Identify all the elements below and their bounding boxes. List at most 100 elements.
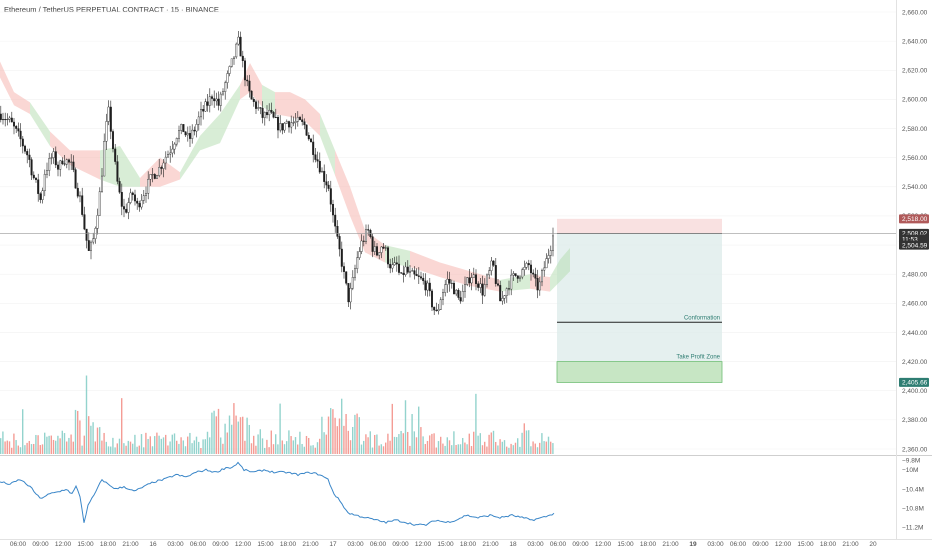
candle-body	[26, 151, 29, 156]
volume-bar	[532, 441, 534, 454]
cloud-segment	[500, 274, 530, 292]
candle-body	[347, 283, 350, 303]
volume-bar	[455, 444, 457, 454]
candle-body	[380, 246, 383, 253]
candle-body	[28, 154, 31, 160]
volume-bar	[481, 445, 484, 454]
volume-bar	[411, 414, 413, 454]
candle-body	[175, 137, 178, 145]
volume-bar	[525, 430, 528, 454]
candle-body	[481, 283, 484, 296]
candle-body	[24, 145, 27, 152]
volume-bar	[356, 413, 358, 454]
volume-bar	[305, 435, 308, 454]
time-tick-label: 09:00	[752, 541, 769, 548]
price-tick-label: 2,380.00	[902, 417, 928, 424]
volume-bar	[497, 445, 499, 454]
volume-bar	[336, 426, 338, 454]
volume-bar	[81, 445, 83, 454]
volume-bar	[264, 447, 266, 454]
volume-bar	[116, 443, 118, 454]
candle-body	[417, 275, 420, 277]
candle-body	[499, 285, 502, 302]
volume-bar	[466, 444, 468, 454]
candle-body	[118, 181, 121, 193]
volume-bar	[96, 427, 99, 454]
price-tick-label: 2,420.00	[902, 359, 928, 366]
time-tick-label: 17	[329, 541, 337, 548]
volume-bar	[182, 440, 184, 454]
candle-body	[243, 60, 246, 81]
volume-bar	[464, 442, 466, 454]
candle-body	[512, 273, 515, 276]
volume-bar	[343, 425, 345, 454]
candle-body	[266, 112, 269, 116]
candle-body	[338, 236, 341, 250]
volume-bar	[398, 434, 400, 454]
candle-body	[387, 247, 390, 265]
candle-body	[525, 263, 528, 268]
candle-body	[105, 121, 108, 142]
volume-bar	[200, 447, 202, 454]
candle-body	[274, 117, 277, 119]
time-tick-label: 09:00	[212, 541, 229, 548]
candle-body	[428, 282, 431, 292]
volume-bar	[66, 441, 68, 454]
candle-body	[226, 73, 229, 83]
volume-bar	[541, 433, 543, 454]
time-tick-label: 18	[509, 541, 517, 548]
volume-bar	[178, 443, 180, 454]
volume-bar	[281, 440, 283, 454]
volume-bar	[110, 446, 112, 454]
candle-body	[133, 194, 136, 202]
candle-body	[155, 175, 158, 179]
candle-body	[301, 119, 304, 122]
candle-body	[76, 187, 79, 197]
volume-bar	[352, 426, 354, 454]
volume-bar	[286, 441, 288, 454]
cloud-segment	[410, 250, 440, 278]
candle-body	[384, 247, 387, 249]
candlesticks	[0, 30, 555, 316]
volume-bar	[429, 435, 431, 454]
volume-bar	[479, 433, 481, 454]
candle-body	[521, 269, 524, 278]
volume-bar	[169, 441, 171, 454]
volume-bar	[299, 431, 301, 454]
candle-body	[530, 264, 533, 274]
volume-bar	[473, 431, 475, 454]
candle-body	[89, 241, 92, 251]
volume-bar	[0, 438, 2, 454]
candle-body	[354, 268, 357, 278]
volume-bar	[297, 444, 299, 454]
candle-body	[426, 282, 429, 291]
volume-bar	[517, 438, 519, 454]
volume-bar	[470, 446, 473, 454]
candle-body	[246, 79, 249, 82]
candle-body	[147, 179, 150, 194]
candle-body	[138, 203, 141, 208]
volume-bar	[354, 414, 356, 454]
candle-body	[127, 202, 130, 213]
time-tick-label: 12:00	[595, 541, 612, 548]
candle-body	[314, 154, 317, 160]
candle-body	[536, 278, 539, 291]
candle-body	[142, 195, 145, 201]
cloud-segment	[385, 245, 410, 267]
candle-body	[444, 284, 447, 293]
candle-body	[21, 138, 24, 147]
volume-bar	[114, 447, 116, 454]
price-tag-label: 2,508.02	[902, 231, 928, 238]
candle-body	[188, 133, 191, 139]
volume-bar	[506, 446, 508, 454]
volume-bar	[101, 440, 103, 454]
candle-body	[177, 130, 180, 139]
candle-body	[299, 117, 302, 120]
volume-bar	[488, 434, 490, 454]
volume-bar	[118, 438, 121, 454]
volume-bar	[275, 434, 277, 454]
candle-body	[81, 195, 84, 215]
volume-bar	[448, 440, 451, 454]
candle-body	[160, 167, 163, 169]
